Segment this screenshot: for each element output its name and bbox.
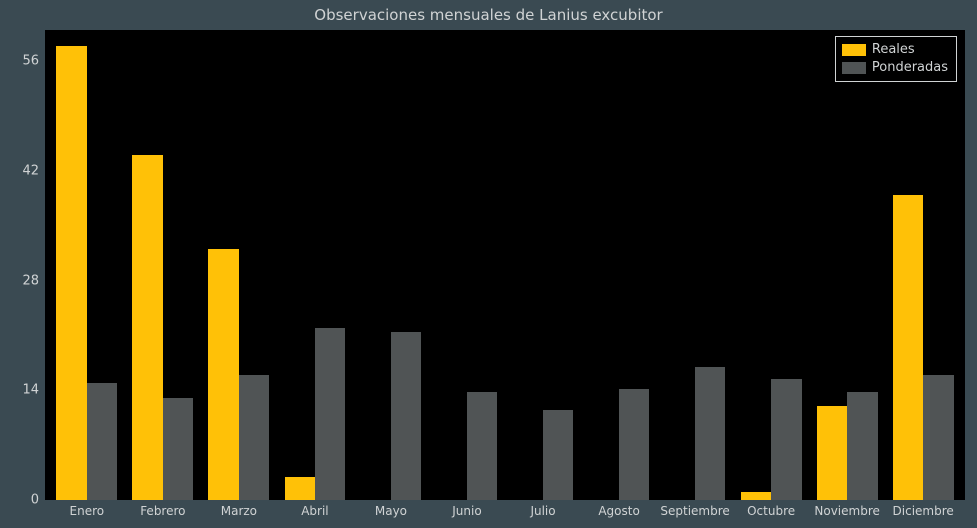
x-tick-label: Febrero (140, 500, 185, 518)
bar-ponderadas (467, 392, 497, 500)
y-tick-label: 0 (31, 493, 45, 508)
x-tick-label: Junio (452, 500, 481, 518)
bar-ponderadas (923, 375, 953, 500)
plot-area: 014284256EneroFebreroMarzoAbrilMayoJunio… (45, 30, 965, 500)
bar-reales (817, 406, 847, 500)
bar-ponderadas (543, 410, 573, 500)
legend-swatch (842, 62, 866, 74)
legend-swatch (842, 44, 866, 56)
x-tick-label: Julio (530, 500, 555, 518)
legend-item: Reales (842, 41, 948, 59)
bar-ponderadas (163, 398, 193, 500)
x-tick-label: Mayo (375, 500, 407, 518)
x-tick-label: Octubre (747, 500, 795, 518)
bar-reales (285, 477, 315, 501)
x-tick-label: Septiembre (660, 500, 729, 518)
x-tick-label: Agosto (598, 500, 639, 518)
bar-ponderadas (391, 332, 421, 500)
bar-ponderadas (695, 367, 725, 500)
x-tick-label: Noviembre (814, 500, 880, 518)
bar-ponderadas (771, 379, 801, 500)
chart-container: Observaciones mensuales de Lanius excubi… (0, 0, 977, 528)
bar-ponderadas (239, 375, 269, 500)
bar-reales (893, 195, 923, 501)
bar-reales (208, 249, 238, 500)
x-tick-label: Abril (301, 500, 328, 518)
y-tick-label: 14 (22, 383, 45, 398)
bar-ponderadas (315, 328, 345, 500)
legend-label: Reales (872, 41, 915, 59)
chart-title: Observaciones mensuales de Lanius excubi… (0, 6, 977, 24)
x-tick-label: Diciembre (893, 500, 954, 518)
legend-label: Ponderadas (872, 59, 948, 77)
legend-item: Ponderadas (842, 59, 948, 77)
y-tick-label: 28 (22, 273, 45, 288)
bar-ponderadas (619, 389, 649, 500)
bar-reales (132, 155, 162, 500)
y-tick-label: 56 (22, 54, 45, 69)
x-tick-label: Marzo (221, 500, 257, 518)
bar-reales (741, 492, 771, 500)
y-tick-label: 42 (22, 164, 45, 179)
bar-ponderadas (847, 392, 877, 500)
legend: RealesPonderadas (835, 36, 957, 82)
bar-ponderadas (87, 383, 117, 501)
bar-reales (56, 46, 86, 500)
x-tick-label: Enero (70, 500, 105, 518)
